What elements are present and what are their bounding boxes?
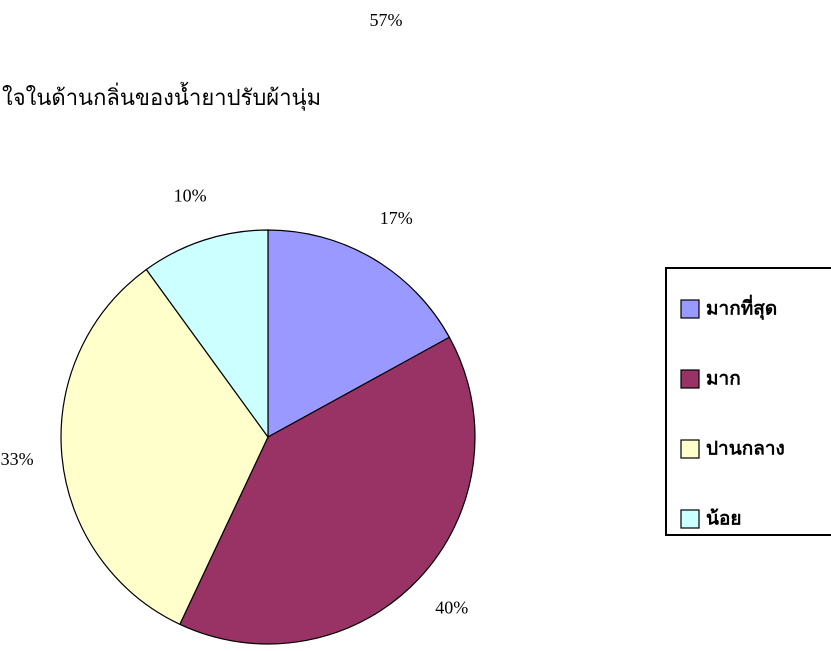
annotation: 57% <box>370 10 403 30</box>
legend-swatch <box>680 369 700 389</box>
pie-slice <box>60 268 269 626</box>
legend-swatch <box>680 299 700 319</box>
data-label: 17% <box>380 208 413 228</box>
pie-slice <box>267 229 451 439</box>
data-label: 10% <box>174 185 207 205</box>
legend-swatch <box>680 439 700 459</box>
data-label: 33% <box>1 449 34 469</box>
legend-label: มาก <box>706 368 741 390</box>
chart-title: ใจในด้านกลิ่นของน้ำยาปรับผ้านุ่ม <box>2 82 321 111</box>
legend-swatch <box>680 509 700 529</box>
legend-label: มากที่สุด <box>706 295 777 321</box>
pie-slice <box>145 229 269 439</box>
legend-label: น้อย <box>706 508 742 530</box>
data-label: 40% <box>435 598 468 618</box>
legend-label: ปานกลาง <box>706 438 785 460</box>
pie-slice <box>179 336 476 645</box>
